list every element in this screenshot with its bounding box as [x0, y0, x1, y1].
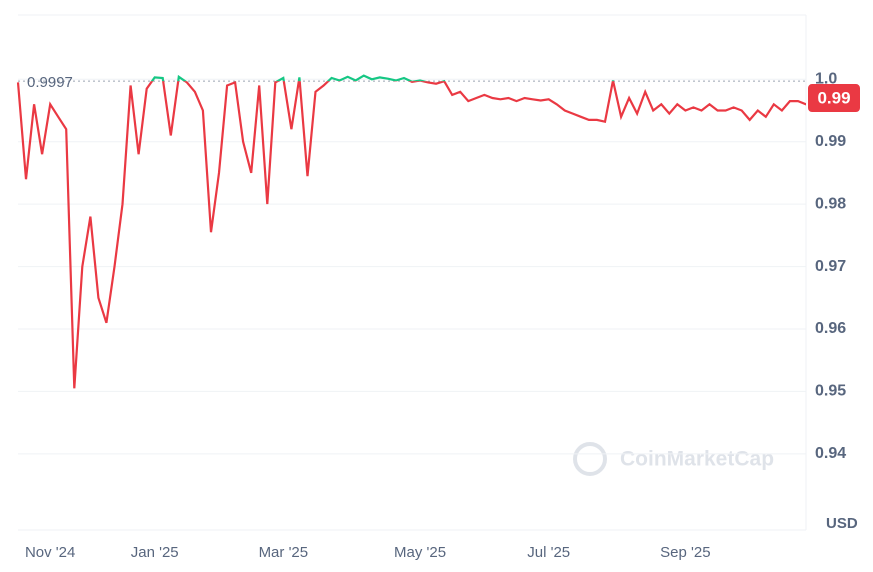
- price-badge-text: 0.99: [817, 89, 850, 108]
- price-line-above: [150, 74, 615, 82]
- reference-label: 0.9997: [27, 74, 73, 91]
- y-tick-label: 0.98: [815, 195, 846, 212]
- x-tick-label: Nov '24: [25, 544, 75, 561]
- price-line-below: [16, 81, 806, 389]
- y-tick-label: 0.95: [815, 383, 846, 400]
- watermark: CoinMarketCap: [573, 442, 774, 476]
- x-tick-label: Sep '25: [660, 544, 710, 561]
- y-tick-label: 0.94: [815, 445, 846, 462]
- x-tick-label: May '25: [394, 544, 446, 561]
- y-tick-label: 0.97: [815, 258, 846, 275]
- unit-label: USD: [826, 515, 858, 532]
- y-tick-label: 1.0: [815, 71, 837, 88]
- x-tick-label: Mar '25: [259, 544, 309, 561]
- watermark-text: CoinMarketCap: [620, 448, 774, 471]
- y-tick-label: 0.96: [815, 320, 846, 337]
- price-badge: [808, 84, 860, 113]
- x-tick-label: Jul '25: [527, 544, 570, 561]
- y-tick-label: 0.99: [815, 133, 846, 150]
- x-tick-label: Jan '25: [131, 544, 179, 561]
